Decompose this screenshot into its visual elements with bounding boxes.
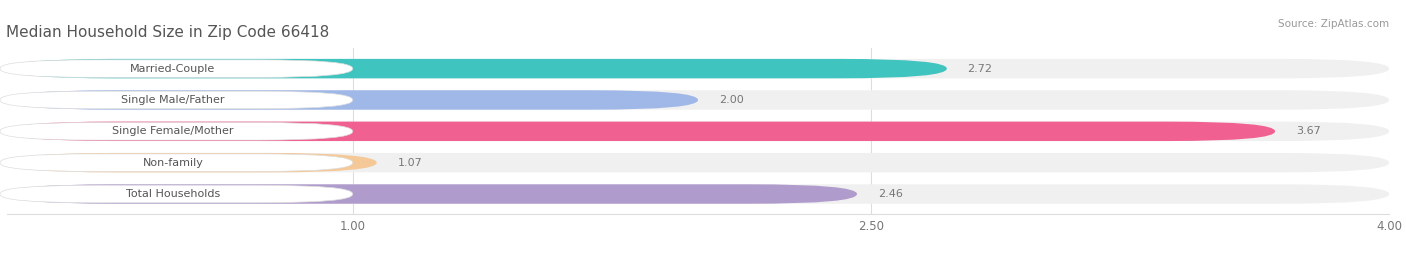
- Text: 2.72: 2.72: [967, 64, 993, 74]
- FancyBboxPatch shape: [7, 153, 377, 172]
- Text: 3.67: 3.67: [1296, 126, 1320, 136]
- FancyBboxPatch shape: [0, 122, 353, 140]
- Text: Single Male/Father: Single Male/Father: [121, 95, 225, 105]
- FancyBboxPatch shape: [7, 184, 858, 204]
- FancyBboxPatch shape: [0, 185, 353, 203]
- Text: Single Female/Mother: Single Female/Mother: [112, 126, 233, 136]
- FancyBboxPatch shape: [0, 91, 353, 109]
- FancyBboxPatch shape: [7, 184, 1389, 204]
- FancyBboxPatch shape: [7, 122, 1275, 141]
- FancyBboxPatch shape: [7, 153, 1389, 172]
- Text: 2.46: 2.46: [877, 189, 903, 199]
- FancyBboxPatch shape: [7, 59, 1389, 78]
- Text: Total Households: Total Households: [125, 189, 219, 199]
- FancyBboxPatch shape: [0, 154, 353, 172]
- Text: 1.07: 1.07: [398, 158, 422, 168]
- Text: Married-Couple: Married-Couple: [131, 64, 215, 74]
- FancyBboxPatch shape: [7, 90, 1389, 110]
- Text: Non-family: Non-family: [142, 158, 204, 168]
- Text: Median Household Size in Zip Code 66418: Median Household Size in Zip Code 66418: [6, 25, 329, 40]
- FancyBboxPatch shape: [7, 122, 1389, 141]
- FancyBboxPatch shape: [0, 60, 353, 77]
- Text: 2.00: 2.00: [718, 95, 744, 105]
- FancyBboxPatch shape: [7, 59, 946, 78]
- FancyBboxPatch shape: [7, 90, 697, 110]
- Text: Source: ZipAtlas.com: Source: ZipAtlas.com: [1278, 19, 1389, 29]
